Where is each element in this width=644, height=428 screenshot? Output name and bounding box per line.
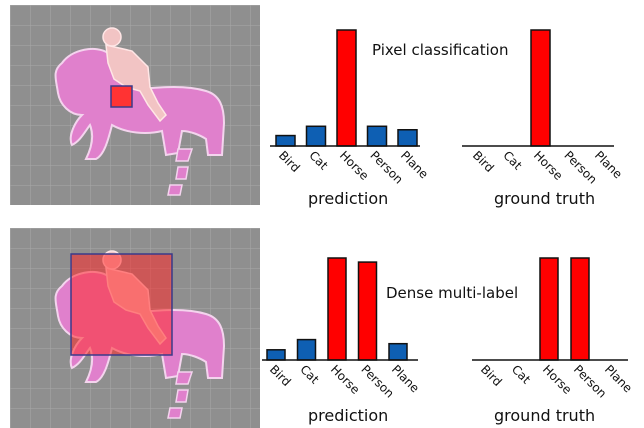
horse-mask	[54, 47, 226, 196]
tick-label-cat: Cat	[509, 362, 534, 387]
tick-label-horse: Horse	[328, 362, 363, 397]
bar-person	[570, 257, 590, 361]
tick-label-bird: Bird	[478, 362, 505, 389]
bar-horse	[327, 257, 347, 361]
prediction-label: prediction	[308, 189, 389, 208]
dense-multi-label-panel: Dense multi-label Bird Cat Horse Person Plan…	[0, 214, 644, 428]
tick-label-person: Person	[358, 362, 396, 400]
tick-label-person: Person	[367, 148, 405, 186]
tick-label-horse: Horse	[337, 148, 372, 183]
bar-horse	[336, 29, 357, 147]
bar-bird	[266, 349, 286, 361]
person-mask	[102, 27, 167, 123]
bar-horse	[539, 257, 559, 361]
panel-title: Pixel classification	[372, 41, 509, 59]
bar-cat	[305, 125, 327, 147]
tick-label-person: Person	[561, 148, 599, 186]
bar-cat	[296, 338, 317, 361]
tick-label-person: Person	[571, 362, 609, 400]
bar-horse	[530, 29, 551, 147]
bar-person	[357, 261, 378, 361]
tick-label-bird: Bird	[276, 148, 303, 175]
bar-person	[366, 125, 388, 147]
pixel-box	[110, 85, 133, 108]
tick-label-cat: Cat	[500, 148, 525, 173]
tick-label-bird: Bird	[267, 362, 294, 389]
bar-plane	[388, 342, 408, 361]
horse-rider-segmentation-image	[10, 5, 260, 205]
ground-truth-label: ground truth	[494, 406, 596, 425]
horse-rider-segmentation-image	[10, 228, 260, 428]
tick-label-horse: Horse	[531, 148, 566, 183]
bar-plane	[397, 129, 418, 147]
tick-label-bird: Bird	[470, 148, 497, 175]
dense-box	[70, 253, 173, 356]
prediction-label: prediction	[308, 406, 389, 425]
panel-title: Dense multi-label	[386, 284, 519, 302]
pixel-classification-panel: Pixel classification Bird Cat Horse Person P…	[10, 5, 625, 208]
ground-truth-label: ground truth	[494, 189, 596, 208]
tick-label-cat: Cat	[297, 362, 322, 387]
bar-bird	[275, 134, 296, 147]
tick-label-cat: Cat	[306, 148, 331, 173]
tick-label-horse: Horse	[540, 362, 575, 397]
